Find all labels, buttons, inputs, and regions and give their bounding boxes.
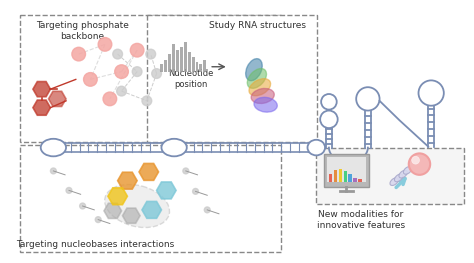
Circle shape bbox=[356, 87, 380, 110]
Circle shape bbox=[95, 217, 101, 222]
Text: Targeting phosphate
backbone: Targeting phosphate backbone bbox=[36, 21, 129, 41]
Bar bbox=[176, 50, 179, 72]
Polygon shape bbox=[48, 91, 66, 107]
Circle shape bbox=[103, 92, 117, 106]
Ellipse shape bbox=[394, 174, 403, 182]
Polygon shape bbox=[104, 203, 121, 219]
Text: Targeting nucleobases interactions: Targeting nucleobases interactions bbox=[16, 240, 174, 249]
Bar bbox=[203, 60, 206, 72]
Ellipse shape bbox=[403, 166, 412, 174]
Circle shape bbox=[132, 67, 142, 77]
Circle shape bbox=[142, 96, 152, 106]
Ellipse shape bbox=[254, 97, 277, 112]
Bar bbox=[348, 174, 352, 182]
Bar bbox=[184, 42, 187, 72]
Circle shape bbox=[183, 168, 189, 174]
Circle shape bbox=[204, 207, 210, 213]
Circle shape bbox=[320, 110, 337, 128]
Bar bbox=[20, 145, 281, 252]
Ellipse shape bbox=[105, 184, 170, 227]
Polygon shape bbox=[33, 82, 50, 97]
Circle shape bbox=[192, 189, 199, 194]
Ellipse shape bbox=[249, 79, 271, 96]
Bar bbox=[147, 15, 317, 142]
Polygon shape bbox=[118, 172, 137, 189]
Circle shape bbox=[98, 38, 112, 51]
Circle shape bbox=[130, 43, 144, 57]
Circle shape bbox=[72, 47, 85, 61]
Ellipse shape bbox=[308, 140, 325, 155]
Text: Study RNA structures: Study RNA structures bbox=[210, 21, 306, 30]
Bar bbox=[327, 157, 366, 182]
Circle shape bbox=[146, 49, 155, 59]
Bar bbox=[188, 52, 191, 72]
Circle shape bbox=[80, 203, 85, 209]
Bar bbox=[20, 15, 281, 142]
Circle shape bbox=[50, 168, 56, 174]
Circle shape bbox=[419, 80, 444, 106]
Bar bbox=[338, 169, 342, 182]
Polygon shape bbox=[122, 208, 140, 223]
Ellipse shape bbox=[399, 170, 407, 178]
Bar bbox=[316, 148, 464, 204]
Ellipse shape bbox=[390, 178, 398, 185]
Polygon shape bbox=[156, 182, 176, 199]
Ellipse shape bbox=[162, 139, 187, 156]
Bar bbox=[196, 62, 199, 72]
Text: New modalities for
innovative features: New modalities for innovative features bbox=[317, 210, 405, 230]
Text: Nucleotide
position: Nucleotide position bbox=[168, 69, 213, 89]
Bar bbox=[191, 57, 194, 72]
Bar bbox=[353, 178, 356, 182]
Bar bbox=[172, 44, 175, 72]
Ellipse shape bbox=[41, 139, 66, 156]
Circle shape bbox=[83, 73, 97, 86]
Circle shape bbox=[409, 153, 430, 175]
Bar bbox=[161, 64, 164, 72]
Circle shape bbox=[115, 65, 128, 78]
Ellipse shape bbox=[251, 88, 274, 103]
Circle shape bbox=[321, 94, 337, 110]
Bar bbox=[329, 174, 332, 182]
Bar bbox=[164, 60, 167, 72]
Circle shape bbox=[412, 156, 419, 164]
Ellipse shape bbox=[246, 59, 262, 81]
Circle shape bbox=[117, 86, 127, 96]
Bar bbox=[324, 154, 369, 186]
Polygon shape bbox=[108, 188, 128, 205]
Bar bbox=[200, 64, 202, 72]
Bar bbox=[334, 170, 337, 182]
Circle shape bbox=[152, 69, 162, 78]
Ellipse shape bbox=[247, 69, 266, 88]
Polygon shape bbox=[142, 201, 162, 218]
Polygon shape bbox=[33, 100, 50, 115]
Bar bbox=[168, 54, 171, 72]
Bar bbox=[344, 171, 347, 182]
Polygon shape bbox=[139, 164, 158, 180]
Bar bbox=[180, 47, 183, 72]
Bar bbox=[358, 179, 362, 182]
Circle shape bbox=[113, 49, 122, 59]
Circle shape bbox=[66, 188, 72, 193]
